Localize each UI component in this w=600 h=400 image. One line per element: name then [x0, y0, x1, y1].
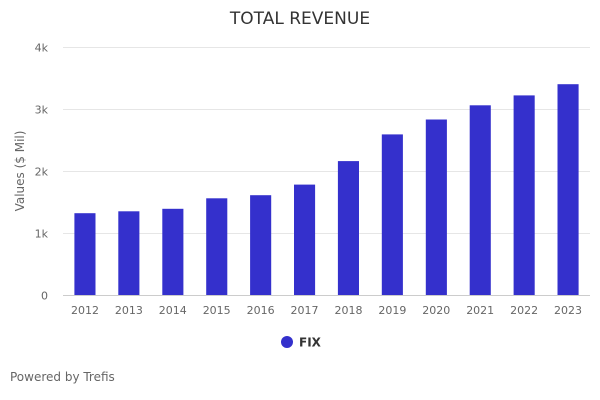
chart-title: TOTAL REVENUE [229, 9, 370, 29]
bar-2016[interactable] [250, 195, 272, 295]
y-tick-label: 4k [35, 42, 49, 55]
x-tick-label: 2018 [335, 304, 363, 317]
y-tick-label: 1k [35, 228, 49, 241]
x-tick-label: 2019 [378, 304, 406, 317]
x-tick-label: 2020 [422, 304, 450, 317]
x-tick-label: 2023 [554, 304, 582, 317]
x-axis-ticks: 2012 2013 2014 2015 2016 2017 2018 2019 2020 2021… [71, 304, 582, 317]
y-tick-label: 3k [35, 104, 49, 117]
bar-2015[interactable] [206, 198, 228, 295]
y-tick-label: 0 [41, 290, 48, 303]
bar-2014[interactable] [162, 208, 184, 295]
x-tick-label: 2016 [247, 304, 275, 317]
bar-2018[interactable] [337, 161, 359, 295]
y-tick-label: 2k [35, 166, 49, 179]
y-axis-title: Values ($ Mil) [13, 131, 27, 212]
credit-text[interactable]: Powered by Trefis [10, 370, 115, 384]
x-tick-label: 2015 [203, 304, 231, 317]
bar-2023[interactable] [557, 84, 579, 295]
y-axis-ticks: 0 1k 2k 3k 4k [35, 42, 49, 303]
grid-lines [63, 47, 590, 234]
bar-2013[interactable] [118, 211, 140, 295]
bar-2019[interactable] [381, 134, 403, 295]
x-tick-label: 2014 [159, 304, 187, 317]
bar-2022[interactable] [513, 95, 535, 296]
x-tick-label: 2022 [510, 304, 538, 317]
x-tick-label: 2017 [291, 304, 319, 317]
bar-2021[interactable] [469, 105, 491, 295]
bar-2020[interactable] [425, 119, 447, 296]
bars [74, 84, 579, 296]
legend-label-fix: FIX [299, 336, 322, 350]
bar-2017[interactable] [294, 184, 316, 295]
legend-marker [281, 336, 293, 348]
legend[interactable]: FIX [281, 336, 322, 350]
x-tick-label: 2013 [115, 304, 143, 317]
x-tick-label: 2012 [71, 304, 99, 317]
bar-2012[interactable] [74, 213, 96, 295]
x-tick-label: 2021 [466, 304, 494, 317]
